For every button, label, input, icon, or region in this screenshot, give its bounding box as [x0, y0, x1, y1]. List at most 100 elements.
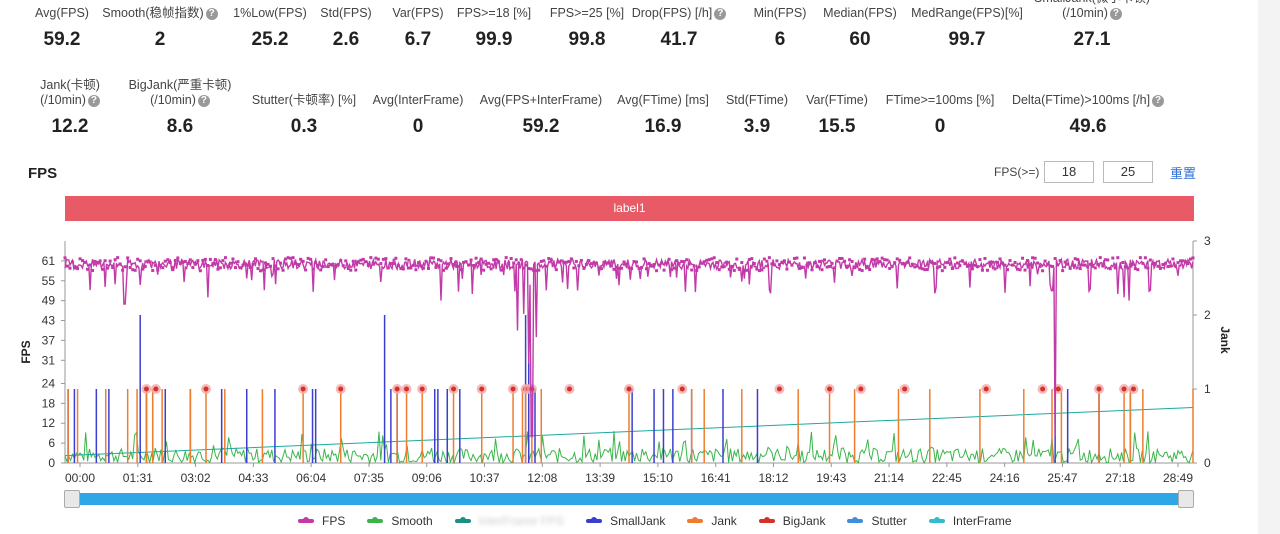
- stat-label-text: Min(FPS): [753, 6, 807, 20]
- fps-point: [524, 263, 528, 267]
- fps-point: [1183, 260, 1187, 264]
- fps-point: [998, 257, 1002, 261]
- fps-point: [878, 260, 882, 264]
- x-tick-label: 21:14: [874, 471, 904, 485]
- fps-point: [256, 267, 260, 271]
- fps-point: [579, 258, 583, 262]
- stat-medrange-fps: MedRange(FPS)[%] 99.7: [887, 6, 1047, 51]
- fps-point: [1091, 264, 1095, 268]
- bigjank-halo: [417, 384, 428, 394]
- y2-tick-label: 3: [1204, 234, 1211, 248]
- stat-label-text: Smooth(稳帧指数): [102, 6, 204, 20]
- fps-threshold-input-1[interactable]: 18: [1044, 161, 1094, 183]
- bigjank-halo: [1053, 384, 1064, 394]
- x-tick-label: 28:49: [1163, 471, 1193, 485]
- range-handle-right[interactable]: [1178, 490, 1194, 508]
- reset-button[interactable]: 重置: [1170, 166, 1197, 181]
- x-tick-label: 04:33: [238, 471, 268, 485]
- fps-point: [166, 258, 170, 262]
- fps-point: [720, 265, 724, 269]
- fps-point: [1093, 266, 1097, 270]
- stat-label: FPS>=18 [%]: [414, 6, 574, 21]
- legend-item-fps[interactable]: FPS: [298, 514, 345, 528]
- fps-point: [399, 267, 403, 271]
- fps-point: [692, 264, 696, 268]
- y-tick-label: 61: [42, 254, 56, 268]
- fps-point: [675, 259, 679, 263]
- fps-point: [421, 266, 425, 270]
- fps-point: [349, 268, 353, 272]
- fps-point: [183, 259, 187, 263]
- stat-value: 6.7: [404, 29, 432, 50]
- help-icon[interactable]: ?: [197, 94, 210, 107]
- bigjank-point: [566, 386, 572, 392]
- legend-item-jank[interactable]: Jank: [687, 514, 737, 528]
- fps-point: [492, 258, 496, 262]
- legend-item-stutter[interactable]: Stutter: [847, 514, 907, 528]
- fps-point: [447, 262, 451, 266]
- fps-point: [88, 263, 92, 267]
- fps-threshold-input-2[interactable]: 25: [1103, 161, 1153, 183]
- fps-point: [489, 267, 493, 271]
- fps-point: [334, 265, 338, 269]
- fps-point: [429, 256, 433, 260]
- bigjank-halo: [564, 384, 575, 394]
- fps-point: [251, 262, 255, 266]
- legend-item-bigjank[interactable]: BigJank: [758, 514, 825, 528]
- fps-threshold-label: FPS(>=): [994, 165, 1040, 179]
- fps-point: [168, 261, 172, 265]
- fps-point: [735, 257, 739, 261]
- fps-point: [161, 266, 165, 270]
- fps-point: [321, 265, 325, 269]
- fps-point: [331, 263, 335, 267]
- help-icon[interactable]: ?: [1152, 94, 1165, 107]
- fps-point: [584, 262, 588, 266]
- fps-point: [624, 262, 628, 266]
- help-icon[interactable]: ?: [87, 94, 100, 107]
- stat-label: Std(FTime): [677, 93, 837, 108]
- fps-point: [885, 258, 889, 262]
- fps-point: [464, 260, 468, 264]
- fps-point: [73, 266, 77, 270]
- fps-point: [497, 260, 501, 264]
- time-range-slider[interactable]: [64, 490, 1194, 508]
- stat-label-text: MedRange(FPS)[%]: [911, 6, 1023, 20]
- fps-point: [1071, 263, 1075, 267]
- fps-point: [141, 267, 145, 271]
- bigjank-halo: [1119, 384, 1130, 394]
- page-scrollbar[interactable]: [1258, 0, 1280, 534]
- stat-label: 1%Low(FPS): [190, 6, 350, 21]
- bigjank-halo: [508, 384, 519, 394]
- range-handle-left[interactable]: [64, 490, 80, 508]
- fps-point: [469, 258, 473, 262]
- bigjank-halo: [335, 384, 346, 394]
- legend-item-interframe[interactable]: InterFrame: [928, 514, 1012, 528]
- fps-point: [158, 264, 162, 268]
- fps-point: [810, 268, 814, 272]
- fps-point: [216, 267, 220, 271]
- help-icon[interactable]: ?: [205, 7, 218, 20]
- fps-point: [850, 259, 854, 263]
- fps-point: [296, 262, 300, 266]
- fps-point: [993, 267, 997, 271]
- bigjank-point: [523, 386, 529, 392]
- fps-point: [752, 261, 756, 265]
- label-bar[interactable]: label1: [65, 196, 1194, 221]
- fps-point: [569, 257, 573, 261]
- legend-item-smalljank[interactable]: SmallJank: [586, 514, 665, 528]
- legend-item-smooth[interactable]: Smooth: [367, 514, 433, 528]
- x-tick-label: 24:16: [990, 471, 1020, 485]
- fps-point: [306, 256, 310, 260]
- fps-point: [903, 262, 907, 266]
- legend-item-interframe-fps[interactable]: InterFrame FPS: [454, 514, 564, 528]
- fps-point: [319, 268, 323, 272]
- fps-point: [592, 261, 596, 265]
- fps-point: [1081, 263, 1085, 267]
- fps-point: [68, 266, 72, 270]
- help-icon[interactable]: ?: [1109, 7, 1122, 20]
- stat-label-text: BigJank(严重卡顿): [128, 78, 232, 92]
- stat-value: 6: [774, 29, 786, 50]
- legend-swatch-icon: [298, 517, 314, 523]
- help-icon[interactable]: ?: [714, 7, 727, 20]
- fps-point: [374, 256, 378, 260]
